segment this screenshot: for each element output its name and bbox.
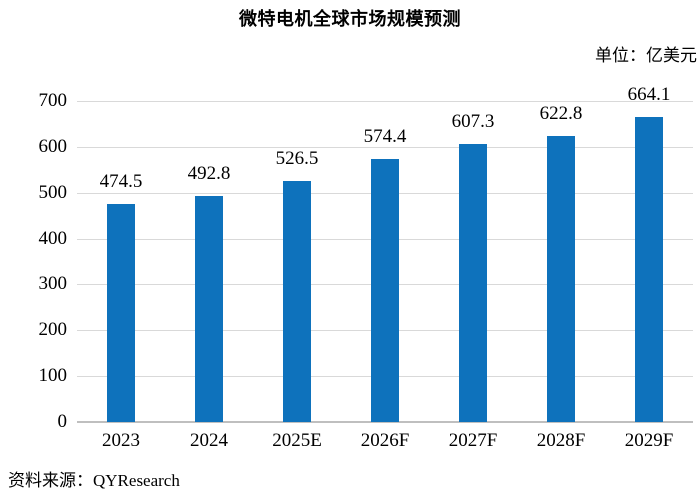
bar bbox=[107, 204, 135, 422]
bar-value-label: 474.5 bbox=[99, 171, 143, 193]
x-tick-label: 2024 bbox=[190, 430, 228, 451]
x-axis-line bbox=[77, 421, 693, 423]
x-tick-label: 2029F bbox=[624, 430, 674, 451]
bar bbox=[459, 143, 487, 422]
y-tick-label: 100 bbox=[38, 365, 68, 387]
x-tick-label: 2025E bbox=[272, 430, 322, 451]
bar-group: 607.3 bbox=[429, 101, 517, 422]
bar bbox=[283, 180, 311, 422]
bar bbox=[371, 158, 399, 422]
y-tick-label: 0 bbox=[57, 411, 68, 432]
bar-value-label: 622.8 bbox=[539, 103, 583, 125]
bar-group: 664.1 bbox=[605, 85, 693, 422]
x-tick-label: 2023 bbox=[102, 430, 140, 451]
y-tick-label: 500 bbox=[38, 181, 68, 203]
unit-label: 单位：亿美元 bbox=[595, 46, 697, 65]
bar-value-label: 492.8 bbox=[187, 163, 231, 185]
gridline bbox=[77, 146, 693, 148]
y-tick-label: 700 bbox=[38, 90, 68, 111]
bar bbox=[195, 196, 223, 422]
bar-group: 492.8 bbox=[165, 101, 253, 422]
gridline bbox=[77, 101, 693, 102]
bar bbox=[635, 117, 663, 422]
bar-value-label: 664.1 bbox=[627, 84, 671, 106]
x-axis: 2023 2024 2025E 2026F 2027F 2028F 2029F bbox=[77, 430, 693, 454]
x-tick-label: 2026F bbox=[360, 430, 410, 451]
y-tick-label: 200 bbox=[38, 319, 68, 341]
bar-value-label: 526.5 bbox=[275, 147, 319, 169]
x-tick-label: 2028F bbox=[536, 430, 586, 451]
bar-group: 526.5 bbox=[253, 101, 341, 422]
x-tick-label: 2027F bbox=[448, 430, 498, 451]
bar bbox=[547, 136, 575, 422]
plot-area: 474.5 492.8 526.5 574.4 607.3 622.8 664.1 bbox=[77, 85, 693, 423]
bar-group: 622.8 bbox=[517, 101, 605, 422]
bar-value-label: 574.4 bbox=[363, 125, 407, 147]
bar-value-label: 607.3 bbox=[451, 110, 495, 132]
y-tick-label: 600 bbox=[38, 135, 68, 157]
y-axis: 0 100 200 300 400 500 600 700 bbox=[0, 90, 68, 432]
source-note: 资料来源：QYResearch bbox=[8, 471, 180, 490]
bar-group: 474.5 bbox=[77, 101, 165, 422]
y-tick-label: 300 bbox=[38, 273, 68, 295]
chart-title: 微特电机全球市场规模预测 bbox=[239, 9, 461, 29]
y-tick-label: 400 bbox=[38, 227, 68, 249]
bar-group: 574.4 bbox=[341, 101, 429, 422]
